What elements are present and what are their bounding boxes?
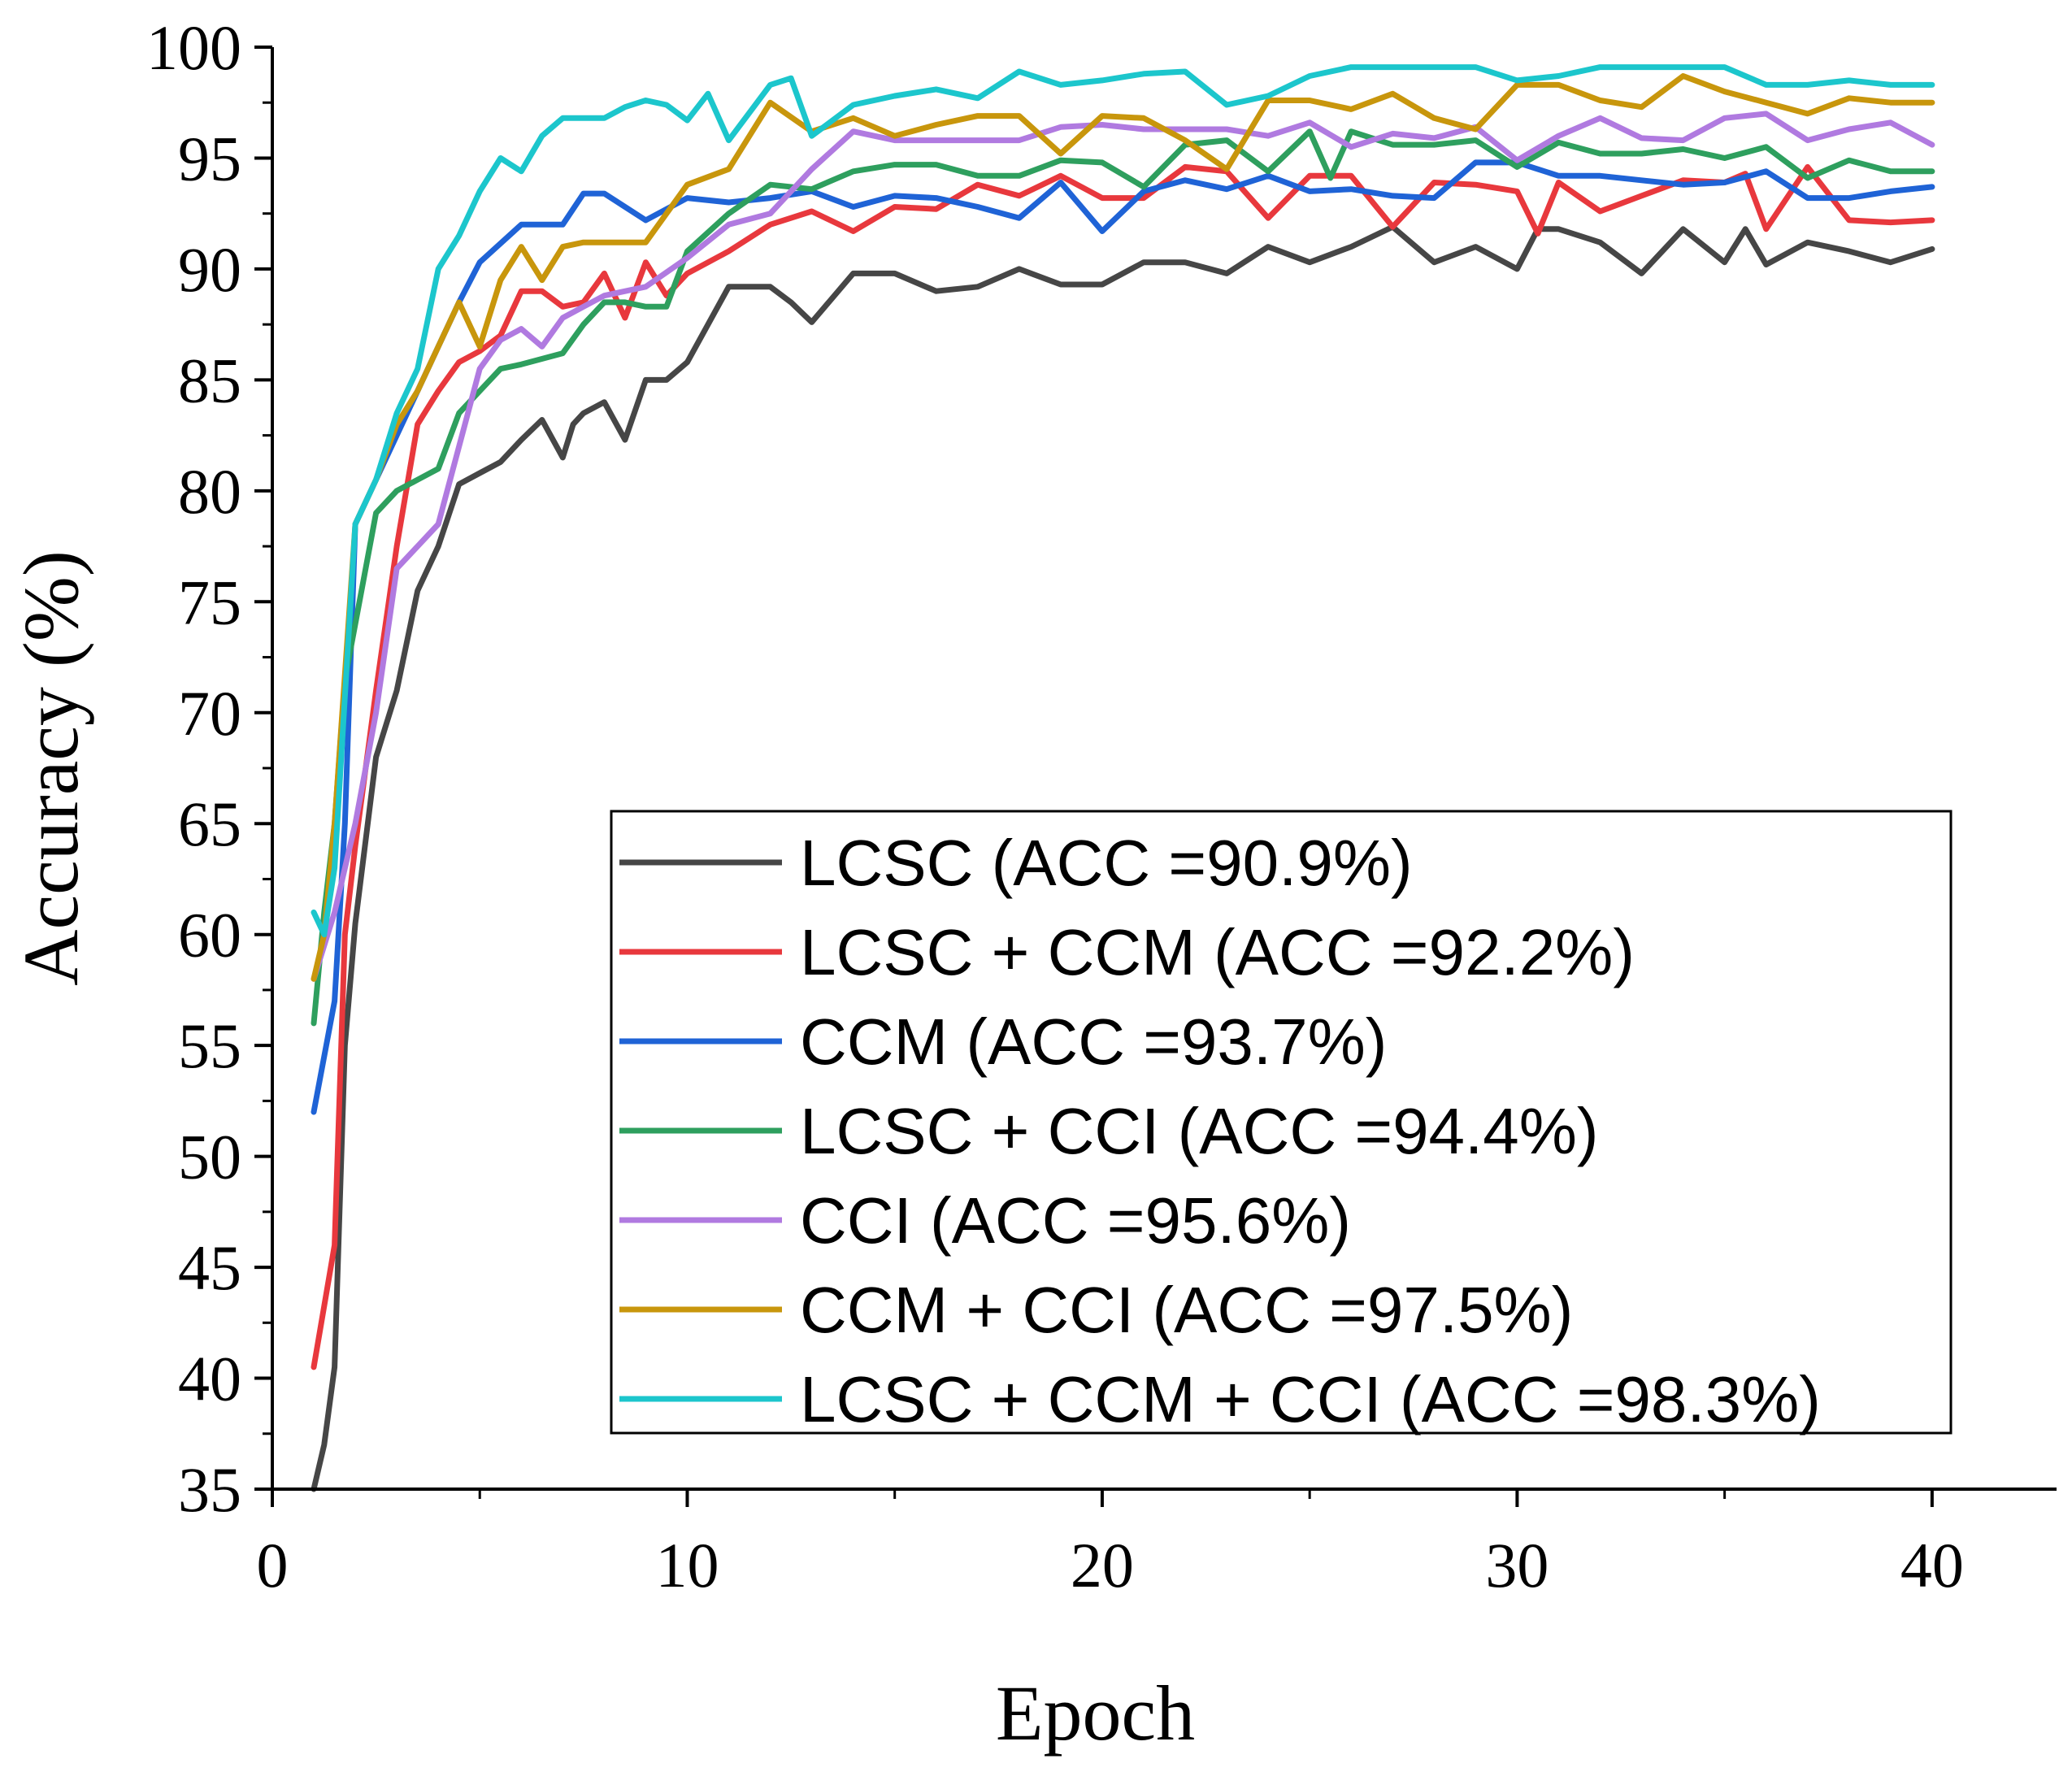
x-tick-label: 40 xyxy=(1900,1530,1964,1600)
legend-label-0: LCSC (ACC =90.9%) xyxy=(800,827,1413,899)
series-line-4 xyxy=(311,111,1935,982)
y-tick-label: 80 xyxy=(178,456,241,527)
series-line-5 xyxy=(311,73,1935,982)
legend-box xyxy=(610,810,1953,1435)
legend-label-1: LCSC + CCM (ACC =92.2%) xyxy=(800,916,1635,988)
x-tick-label: 20 xyxy=(1071,1530,1134,1600)
y-tick-label: 45 xyxy=(178,1232,241,1303)
legend: LCSC (ACC =90.9%) LCSC + CCM (ACC =92.2%)… xyxy=(610,810,1953,1435)
y-tick-label: 55 xyxy=(178,1010,241,1081)
series-line-1 xyxy=(311,163,1935,1370)
series-layer xyxy=(311,64,1935,1492)
x-tick-label: 10 xyxy=(655,1530,719,1600)
y-tick-label: 60 xyxy=(178,900,241,971)
x-tick-label: 0 xyxy=(257,1530,289,1600)
series-line-3 xyxy=(311,128,1935,1027)
y-tick-label: 40 xyxy=(178,1344,241,1414)
legend-label-2: CCM (ACC =93.7%) xyxy=(800,1005,1387,1078)
legend-label-4: CCI (ACC =95.6%) xyxy=(800,1184,1351,1257)
legend-label-6: LCSC + CCM + CCI (ACC =98.3%) xyxy=(800,1363,1821,1435)
y-tick-label: 65 xyxy=(178,788,241,859)
x-tick-label: 30 xyxy=(1485,1530,1549,1600)
series-line-6 xyxy=(311,64,1935,938)
y-tick-label: 50 xyxy=(178,1122,241,1192)
series-line-0 xyxy=(311,224,1935,1492)
y-tick-label: 70 xyxy=(178,678,241,749)
y-tick-label: 75 xyxy=(178,567,241,637)
y-tick-label: 90 xyxy=(178,234,241,305)
y-tick-label: 100 xyxy=(146,12,241,83)
y-tick-label: 95 xyxy=(178,123,241,193)
legend-label-5: CCM + CCI (ACC =97.5%) xyxy=(800,1274,1573,1346)
y-tick-label: 35 xyxy=(178,1454,241,1525)
y-tick-label: 85 xyxy=(178,345,241,415)
legend-label-3: LCSC + CCI (ACC =94.4%) xyxy=(800,1095,1599,1167)
x-axis-title: Epoch xyxy=(996,1670,1195,1757)
axes-layer: 35 40 45 50 55 60 65 70 75 80 85 90 95 100 0 10 20 30 40 Ep… xyxy=(7,12,2057,1757)
y-axis-title: Accuracy (%) xyxy=(7,550,94,986)
